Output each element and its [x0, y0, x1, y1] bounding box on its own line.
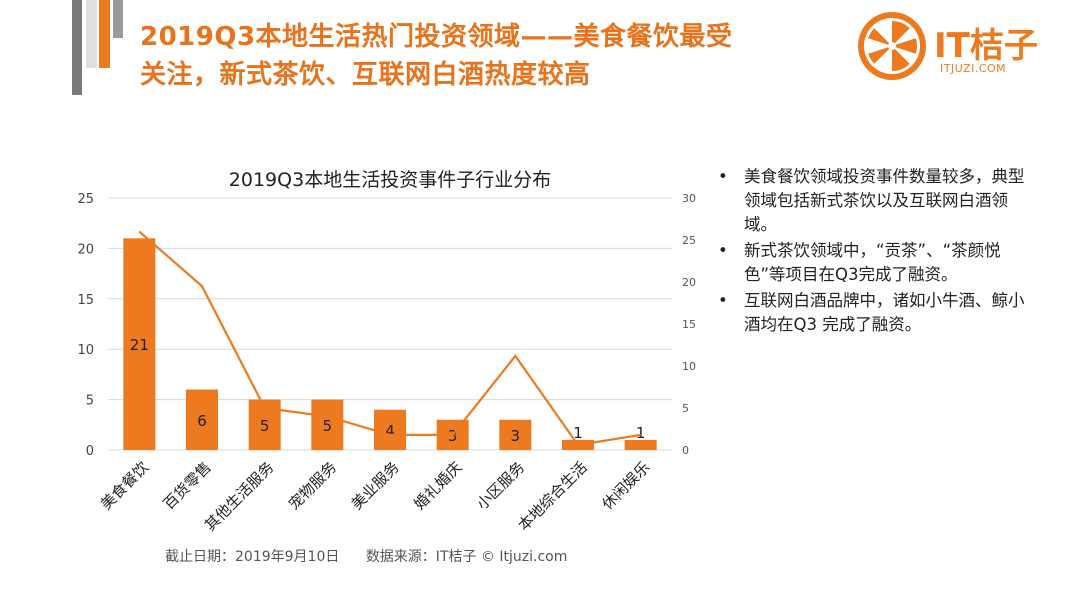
footnote-date: 截止日期：2019年9月10日	[165, 549, 340, 565]
x-category-label: 休闲娱乐	[598, 458, 653, 513]
decor-bar	[86, 0, 97, 68]
bullet-item: 新式茶饮领域中，“贡茶”、“茶颜悦色”等项目在Q3完成了融资。	[716, 239, 1036, 287]
logo-url: ITJUZI.COM	[940, 62, 1007, 75]
logo-name: IT桔子	[934, 26, 1038, 66]
x-category-label: 百货零售	[160, 458, 215, 513]
y-left-tick-label: 15	[77, 293, 94, 308]
y-right-tick-label: 10	[682, 360, 696, 373]
footnote-source: 数据来源：IT桔子 © Itjuzi.com	[365, 549, 568, 565]
y-right-tick-label: 15	[682, 318, 696, 331]
footnote: 截止日期：2019年9月10日 数据来源：IT桔子 © Itjuzi.com	[165, 546, 567, 566]
x-category-label: 小区服务	[473, 458, 528, 513]
x-category-label: 美食餐饮	[97, 458, 152, 513]
brand-logo: IT桔子 ITJUZI.COM	[856, 10, 1066, 82]
bar-data-label: 5	[260, 417, 270, 435]
x-category-label: 宠物服务	[285, 458, 340, 513]
page-title: 2019Q3本地生活热门投资领域——美食餐饮最受 关注，新式茶饮、互联网白酒热度…	[140, 18, 830, 94]
y-left-tick-label: 20	[77, 242, 94, 257]
decor-bar	[72, 0, 82, 95]
bar-data-label: 21	[130, 336, 149, 354]
x-category-label: 美业服务	[348, 458, 403, 513]
bar-data-label: 1	[573, 424, 583, 442]
decor-bar	[99, 0, 110, 68]
y-left-tick-label: 10	[77, 343, 94, 358]
bar	[186, 389, 218, 450]
y-right-tick-label: 5	[682, 402, 689, 415]
y-right-tick-label: 30	[682, 192, 696, 205]
y-right-tick-label: 25	[682, 234, 696, 247]
bar-data-label: 5	[323, 417, 333, 435]
y-left-tick-label: 0	[86, 444, 94, 459]
orange-slice-icon	[858, 12, 926, 80]
page-title-line1: 2019Q3本地生活热门投资领域——美食餐饮最受	[140, 22, 733, 52]
bar-data-label: 3	[511, 427, 521, 445]
y-left-tick-label: 5	[86, 394, 94, 409]
bar	[123, 238, 156, 450]
bar	[624, 439, 657, 450]
bar-data-label: 4	[385, 422, 395, 440]
page-title-line2: 关注，新式茶饮、互联网白酒热度较高	[140, 60, 591, 90]
x-category-label: 婚礼婚庆	[410, 458, 465, 513]
chart-title: 2019Q3本地生活投资事件子行业分布	[228, 169, 552, 191]
bar-data-label: 6	[197, 412, 207, 430]
bullet-item: 互联网白酒品牌中，诸如小牛酒、鲸小酒均在Q3 完成了融资。	[716, 289, 1036, 337]
bar	[499, 419, 532, 450]
bar	[311, 399, 344, 450]
decor-bar	[113, 0, 123, 38]
bar-data-label: 1	[636, 424, 646, 442]
bullet-list: 美食餐饮领域投资事件数量较多，典型领域包括新式茶饮以及互联网白酒领域。 新式茶饮…	[716, 165, 1036, 339]
line-series	[138, 230, 641, 447]
y-right-tick-label: 0	[682, 444, 689, 457]
bar	[374, 409, 406, 450]
y-left-tick-label: 25	[77, 192, 94, 207]
bullet-item: 美食餐饮领域投资事件数量较多，典型领域包括新式茶饮以及互联网白酒领域。	[716, 165, 1036, 237]
y-right-tick-label: 20	[682, 276, 696, 289]
